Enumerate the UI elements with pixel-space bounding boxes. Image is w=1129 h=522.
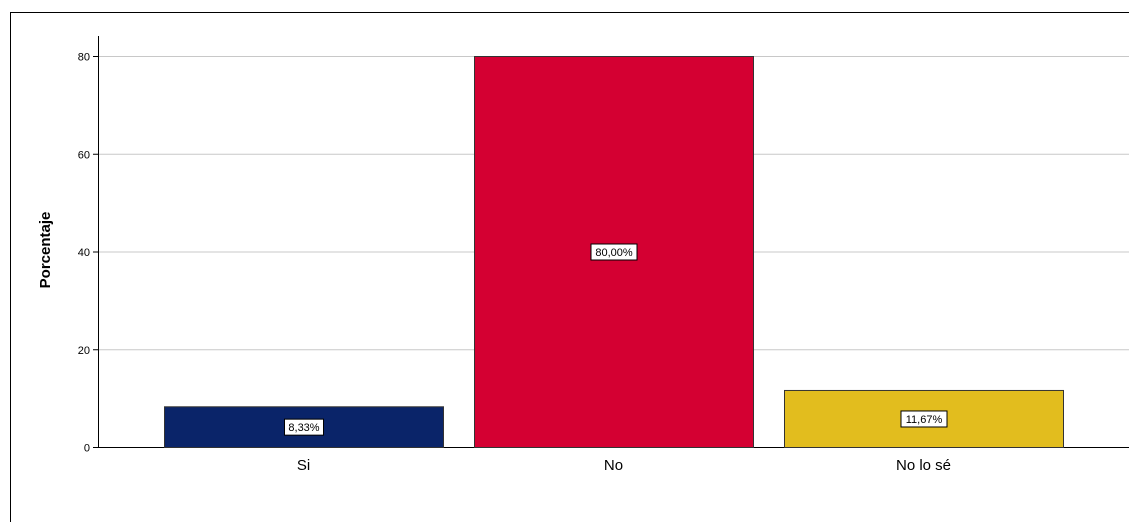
y-tick-label: 60 (78, 149, 90, 161)
y-tick-label: 20 (78, 345, 90, 357)
y-tick-label: 80 (78, 52, 90, 64)
x-tick-label: No lo sé (896, 457, 951, 474)
data-label: 11,67% (906, 414, 943, 426)
labels: 8,33% 80,00% 11,67% (284, 243, 948, 436)
data-label-box (590, 243, 638, 261)
y-tick-label: 40 (78, 247, 90, 259)
data-label: 80,00% (595, 247, 633, 259)
x-tick-label: Si (297, 457, 310, 474)
y-tick-label: 0 (84, 443, 90, 455)
x-tick-label: No (604, 457, 623, 474)
data-label: 8,33% (288, 422, 319, 434)
data-label-box (900, 410, 948, 428)
y-axis-title: Porcentaje (37, 212, 54, 289)
data-label-box (284, 418, 324, 436)
